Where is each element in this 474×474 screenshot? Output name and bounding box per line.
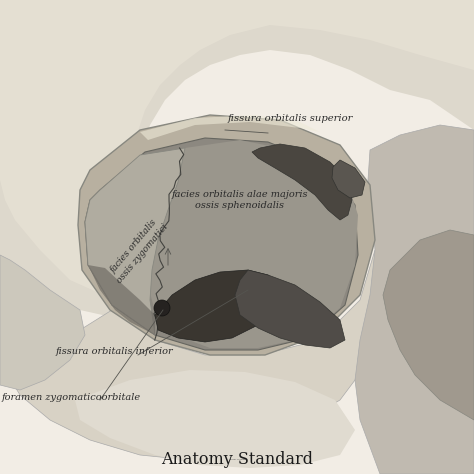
Text: facies orbitalis
ossis zygomatici: facies orbitalis ossis zygomatici bbox=[107, 215, 169, 285]
Polygon shape bbox=[0, 250, 380, 460]
Polygon shape bbox=[332, 160, 365, 198]
Polygon shape bbox=[155, 270, 282, 342]
Polygon shape bbox=[140, 115, 320, 140]
Text: facies orbitalis alae majoris
ossis sphenoidalis: facies orbitalis alae majoris ossis sphe… bbox=[172, 190, 308, 210]
Text: AɴATOMY STANDARD: AɴATOMY STANDARD bbox=[229, 459, 245, 461]
Polygon shape bbox=[148, 140, 358, 348]
Polygon shape bbox=[78, 115, 375, 355]
Polygon shape bbox=[0, 0, 474, 340]
Polygon shape bbox=[85, 138, 358, 350]
Text: foramen zygomaticoorbitale: foramen zygomaticoorbitale bbox=[2, 393, 141, 402]
Polygon shape bbox=[252, 144, 352, 220]
Polygon shape bbox=[0, 0, 474, 320]
Polygon shape bbox=[85, 148, 185, 335]
Text: fissura orbitalis inferior: fissura orbitalis inferior bbox=[56, 347, 173, 356]
Circle shape bbox=[154, 300, 170, 316]
Text: Anatomy Standard: Anatomy Standard bbox=[161, 452, 313, 468]
Polygon shape bbox=[235, 270, 345, 348]
Polygon shape bbox=[0, 255, 85, 390]
Polygon shape bbox=[0, 0, 474, 300]
Text: fissura orbitalis superior: fissura orbitalis superior bbox=[228, 113, 354, 122]
Polygon shape bbox=[383, 230, 474, 420]
Polygon shape bbox=[355, 125, 474, 474]
Polygon shape bbox=[88, 265, 155, 335]
Polygon shape bbox=[75, 370, 355, 468]
